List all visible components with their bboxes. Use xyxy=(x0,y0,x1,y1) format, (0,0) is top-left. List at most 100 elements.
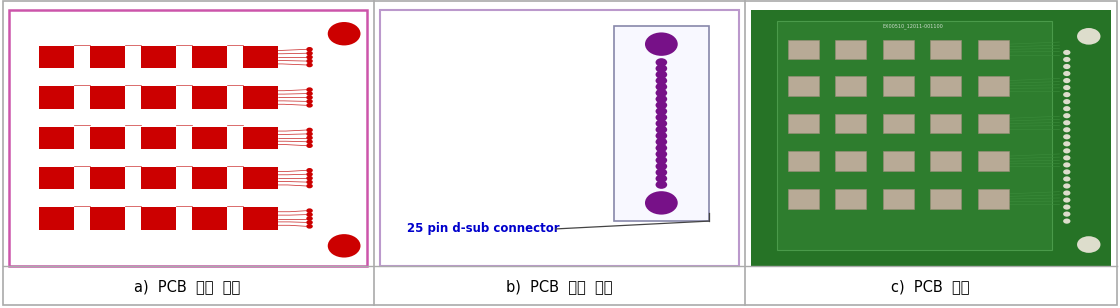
Bar xyxy=(141,167,176,189)
Bar xyxy=(883,114,914,133)
Circle shape xyxy=(1063,85,1071,90)
Bar xyxy=(836,114,866,133)
Circle shape xyxy=(1077,28,1101,45)
Circle shape xyxy=(1063,127,1071,132)
Bar xyxy=(978,76,1009,95)
Text: c)  PCB  제작: c) PCB 제작 xyxy=(892,280,970,294)
Circle shape xyxy=(655,180,668,189)
Circle shape xyxy=(1063,162,1071,168)
Circle shape xyxy=(1063,106,1071,111)
Circle shape xyxy=(306,99,312,104)
Bar xyxy=(91,46,124,68)
Circle shape xyxy=(306,128,312,132)
Circle shape xyxy=(306,176,312,180)
Circle shape xyxy=(306,103,312,107)
Circle shape xyxy=(655,174,668,183)
Circle shape xyxy=(306,140,312,144)
Bar xyxy=(883,189,914,209)
Bar xyxy=(39,127,74,149)
Circle shape xyxy=(1063,183,1071,188)
Bar xyxy=(193,46,226,68)
Circle shape xyxy=(1063,190,1071,196)
Circle shape xyxy=(655,132,668,140)
Circle shape xyxy=(306,63,312,67)
Circle shape xyxy=(306,168,312,173)
Circle shape xyxy=(645,32,678,56)
Circle shape xyxy=(655,101,668,109)
Circle shape xyxy=(655,83,668,91)
Circle shape xyxy=(655,150,668,158)
Circle shape xyxy=(1063,92,1071,97)
Circle shape xyxy=(1063,99,1071,104)
Bar xyxy=(91,208,124,229)
Bar xyxy=(614,26,709,221)
Bar xyxy=(193,87,226,108)
Circle shape xyxy=(1063,176,1071,181)
Circle shape xyxy=(306,132,312,136)
Bar xyxy=(39,87,74,108)
Bar xyxy=(243,167,278,189)
Bar xyxy=(931,152,961,171)
Circle shape xyxy=(1063,120,1071,125)
Circle shape xyxy=(306,47,312,52)
Bar xyxy=(931,189,961,209)
Circle shape xyxy=(1063,113,1071,118)
Circle shape xyxy=(328,22,361,46)
Circle shape xyxy=(645,191,678,215)
Circle shape xyxy=(655,168,668,176)
Bar xyxy=(787,189,819,209)
Circle shape xyxy=(1063,197,1071,203)
Circle shape xyxy=(306,212,312,217)
Circle shape xyxy=(655,113,668,122)
Bar xyxy=(787,152,819,171)
Circle shape xyxy=(655,107,668,116)
Text: EX00510_12011-001100: EX00510_12011-001100 xyxy=(883,23,943,29)
Circle shape xyxy=(1063,155,1071,160)
Circle shape xyxy=(1063,169,1071,175)
Circle shape xyxy=(306,224,312,229)
Circle shape xyxy=(1063,148,1071,153)
Bar xyxy=(141,87,176,108)
Circle shape xyxy=(655,162,668,171)
Bar xyxy=(193,208,226,229)
Circle shape xyxy=(1063,71,1071,76)
Bar xyxy=(39,46,74,68)
Circle shape xyxy=(655,77,668,85)
Circle shape xyxy=(306,55,312,59)
Circle shape xyxy=(306,220,312,225)
Circle shape xyxy=(1077,236,1101,253)
Bar xyxy=(836,189,866,209)
Bar xyxy=(978,40,1009,59)
Bar xyxy=(193,167,226,189)
Bar xyxy=(883,152,914,171)
Circle shape xyxy=(1063,57,1071,62)
Bar xyxy=(141,46,176,68)
Circle shape xyxy=(306,184,312,188)
Bar xyxy=(243,127,278,149)
Bar xyxy=(787,76,819,95)
Circle shape xyxy=(1063,205,1071,210)
Circle shape xyxy=(306,95,312,100)
Bar xyxy=(91,127,124,149)
Circle shape xyxy=(655,64,668,73)
Bar xyxy=(91,87,124,108)
Bar xyxy=(883,40,914,59)
Circle shape xyxy=(306,87,312,92)
Circle shape xyxy=(306,172,312,176)
Bar xyxy=(39,208,74,229)
Circle shape xyxy=(655,58,668,67)
Circle shape xyxy=(306,180,312,184)
Bar xyxy=(978,189,1009,209)
Circle shape xyxy=(655,89,668,97)
Bar xyxy=(243,46,278,68)
Circle shape xyxy=(655,120,668,128)
Circle shape xyxy=(1063,50,1071,55)
Circle shape xyxy=(655,156,668,164)
Bar xyxy=(243,87,278,108)
Text: b)  PCB  설계  후면: b) PCB 설계 후면 xyxy=(505,280,613,294)
Circle shape xyxy=(306,59,312,63)
Bar xyxy=(777,21,1052,250)
Bar xyxy=(91,167,124,189)
Bar xyxy=(243,208,278,229)
Circle shape xyxy=(655,144,668,152)
